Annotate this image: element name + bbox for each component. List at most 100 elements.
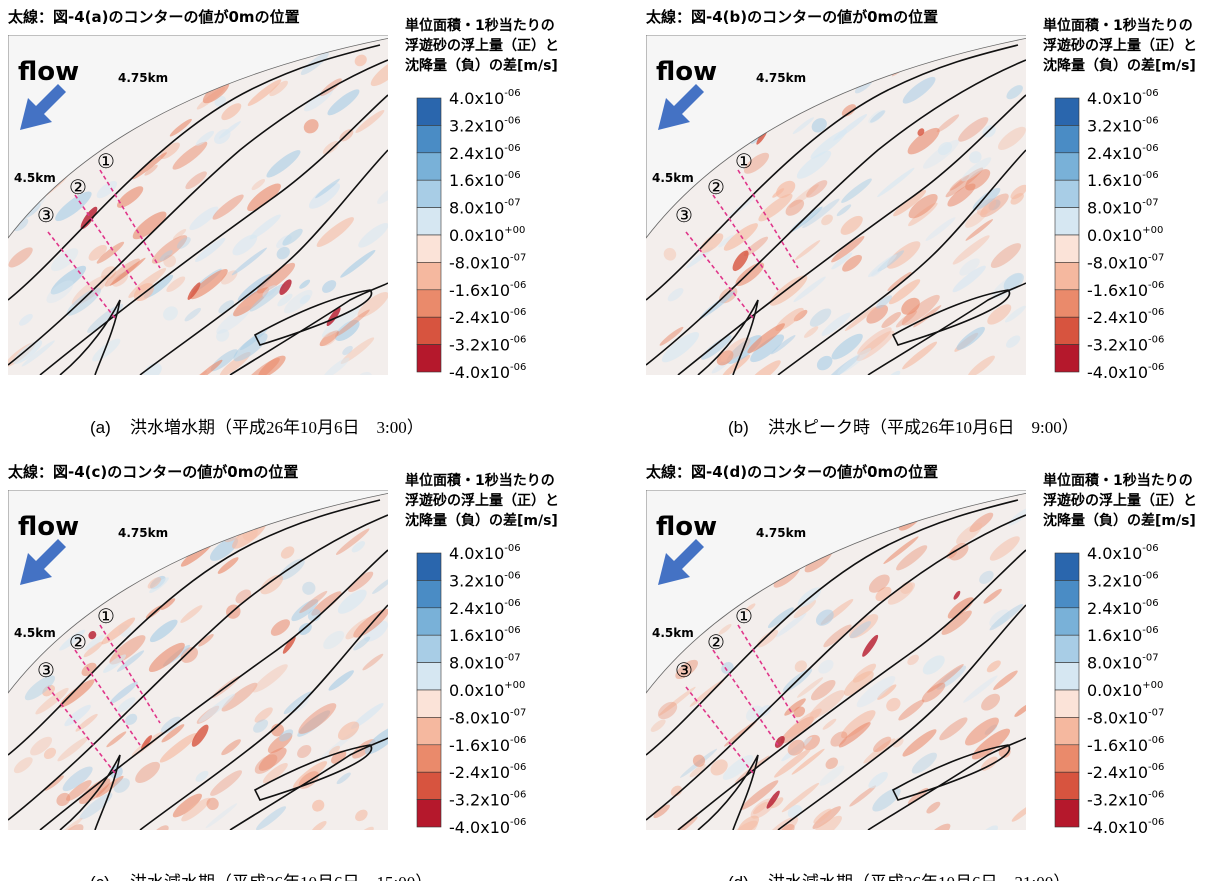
flow-label: flow [18, 57, 79, 87]
colorbar-label-base: -8.0x10 [449, 708, 510, 727]
colorbar-label-base: 2.4x10 [449, 599, 504, 618]
colorbar-label-exp: -06 [1148, 307, 1164, 318]
colorbar-label-exp: -07 [1148, 252, 1164, 263]
colorbar-label-exp: -06 [1148, 735, 1164, 746]
flow-label: flow [656, 512, 717, 542]
colorbar-band [417, 235, 441, 262]
colorbar-label-base: -1.6x10 [449, 281, 510, 300]
km-label: 4.75km [118, 71, 168, 85]
colorbar-band [417, 800, 441, 827]
colorbar-label: 1.6x10-06 [1087, 170, 1159, 190]
colorbar-label-exp: -06 [510, 762, 526, 773]
figure: 太線：図-4(a)のコンターの値が0mの位置flow4.75km4.5km①②③… [0, 0, 1232, 881]
km-label: 4.75km [118, 526, 168, 540]
colorbar-label: 0.0x10+00 [449, 680, 525, 700]
colorbar-label-base: 4.0x10 [449, 89, 504, 108]
colorbar-band [417, 345, 441, 372]
section-number: ② [707, 630, 725, 654]
map [8, 490, 403, 847]
colorbar-label: 2.4x10-06 [449, 143, 521, 163]
colorbar-label-exp: -06 [1142, 625, 1158, 636]
colorbar-label: 3.2x10-06 [449, 570, 521, 590]
section-number: ② [707, 175, 725, 199]
caption-label: (c) [90, 873, 110, 881]
colorbar-label-exp: -06 [510, 362, 526, 373]
caption: 洪水ピーク時（平成26年10月6日 9:00） [768, 418, 1079, 437]
colorbar-label: 2.4x10-06 [1087, 598, 1159, 618]
colorbar-label: -1.6x10-06 [449, 735, 526, 755]
colorbar-label: -8.0x10-07 [1087, 252, 1164, 272]
colorbar-label: -8.0x10-07 [449, 252, 526, 272]
section-number: ② [69, 630, 87, 654]
colorbar-label-exp: -06 [1148, 762, 1164, 773]
colorbar-label-exp: -06 [1142, 598, 1158, 609]
colorbar-label: -8.0x10-07 [449, 707, 526, 727]
colorbar-band [1055, 153, 1079, 180]
colorbar-label-exp: -06 [504, 115, 520, 126]
colorbar-label-exp: -06 [510, 307, 526, 318]
colorbar-label: 1.6x10-06 [449, 170, 521, 190]
km-label: 4.5km [14, 171, 56, 185]
colorbar-label-base: -1.6x10 [1087, 736, 1148, 755]
section-number: ③ [37, 203, 55, 227]
colorbar-label-base: 1.6x10 [1087, 626, 1142, 645]
colorbar-band [1055, 635, 1079, 662]
colorbar-label-exp: -06 [1142, 170, 1158, 181]
colorbar-label: 1.6x10-06 [449, 625, 521, 645]
colorbar-label-base: 4.0x10 [1087, 89, 1142, 108]
colorbar-band [417, 180, 441, 207]
colorbar-label-exp: +00 [1142, 225, 1163, 236]
colorbar-label-exp: -06 [1148, 790, 1164, 801]
colorbar-band [1055, 553, 1079, 580]
colorbar-label-exp: -06 [1148, 280, 1164, 291]
legend-title: 単位面積・1秒当たりの [1043, 17, 1193, 34]
colorbar-label-exp: -06 [1142, 88, 1158, 99]
section-number: ① [735, 604, 753, 628]
colorbar-band [417, 98, 441, 125]
km-label: 4.75km [756, 71, 806, 85]
colorbar-label-exp: +00 [1142, 680, 1163, 691]
panel-header: 太線：図-4(b)のコンターの値が0mの位置 [646, 8, 938, 26]
colorbar-band [1055, 745, 1079, 772]
colorbar-label-exp: -06 [1142, 115, 1158, 126]
section-number: ③ [675, 203, 693, 227]
map [646, 35, 1030, 392]
flow-label: flow [656, 57, 717, 87]
colorbar-label-base: 2.4x10 [1087, 599, 1142, 618]
colorbar-label-exp: -06 [510, 735, 526, 746]
colorbar-label-base: 3.2x10 [449, 571, 504, 590]
colorbar-label-base: 1.6x10 [1087, 171, 1142, 190]
colorbar-label-exp: -07 [1142, 653, 1158, 664]
colorbar-band [417, 290, 441, 317]
colorbar-label: -4.0x10-06 [1087, 362, 1164, 382]
colorbar-label: 8.0x10-07 [1087, 198, 1159, 218]
colorbar-label-exp: -06 [510, 280, 526, 291]
colorbar-label-base: 0.0x10 [449, 226, 504, 245]
colorbar-label-base: 8.0x10 [1087, 654, 1142, 673]
colorbar-band [1055, 262, 1079, 289]
colorbar-band [417, 553, 441, 580]
colorbar-band [1055, 717, 1079, 744]
flow-label: flow [18, 512, 79, 542]
panel-header: 太線：図-4(a)のコンターの値が0mの位置 [8, 8, 300, 26]
colorbar-band [417, 772, 441, 799]
colorbar-band [417, 580, 441, 607]
colorbar-band [417, 717, 441, 744]
colorbar-label-exp: -06 [504, 543, 520, 554]
caption-label: (d) [728, 873, 749, 881]
colorbar-label-base: 3.2x10 [1087, 571, 1142, 590]
colorbar-label: 2.4x10-06 [449, 598, 521, 618]
colorbar-band [1055, 208, 1079, 235]
km-label: 4.5km [652, 171, 694, 185]
colorbar-label: 4.0x10-06 [1087, 88, 1159, 108]
colorbar-band [1055, 580, 1079, 607]
colorbar-band [417, 690, 441, 717]
colorbar-label: -3.2x10-06 [449, 335, 526, 355]
colorbar-label-exp: -06 [504, 598, 520, 609]
colorbar-label-base: -4.0x10 [449, 363, 510, 382]
legend-title: 浮遊砂の浮上量（正）と [1043, 492, 1197, 509]
colorbar-label-exp: -06 [504, 625, 520, 636]
legend-title: 沈降量（負）の差[m/s] [405, 512, 558, 529]
